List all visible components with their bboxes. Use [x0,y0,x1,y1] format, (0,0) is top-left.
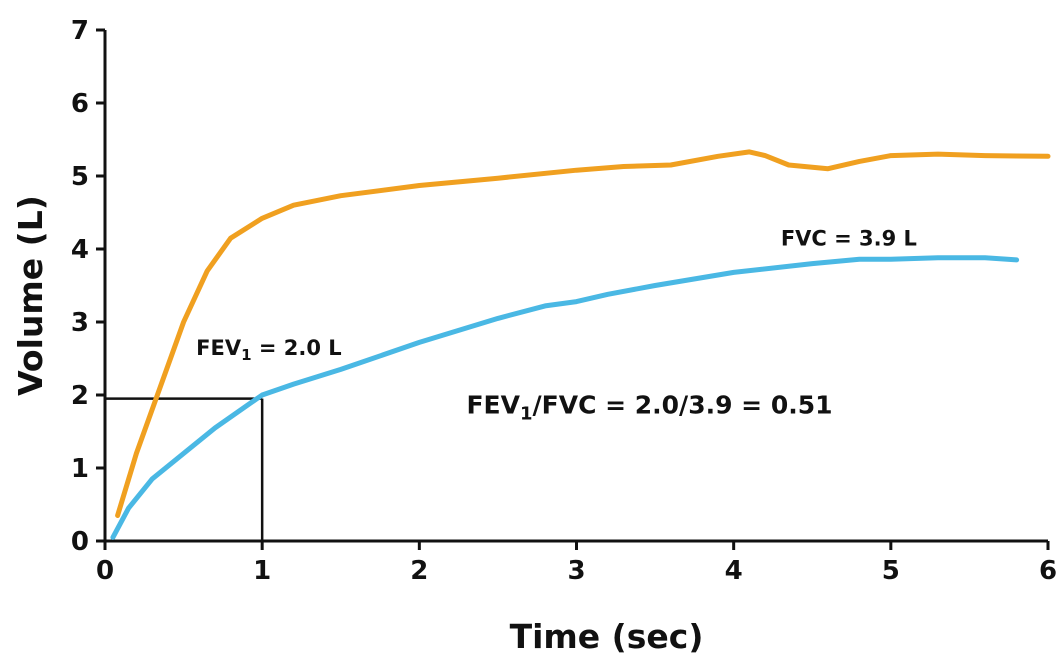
y-tick-label: 5 [71,162,89,192]
series-line-1 [115,149,1051,518]
y-tick-label: 1 [71,454,89,484]
x-tick-label: 4 [725,556,743,586]
annotations: FEV1 = 2.0 L FVC = 3.9 L FEV1/FVC = 2.0/3.… [196,226,917,424]
annotation-fvc: FVC = 3.9 L [781,226,917,250]
x-tick-label: 3 [567,556,585,586]
x-tick-label: 2 [410,556,428,586]
y-tick-label: 2 [71,381,89,411]
series-group [110,149,1051,540]
y-tick-label: 7 [71,16,89,46]
y-tick-label: 6 [71,89,89,119]
y-tick-label: 4 [71,235,89,265]
y-tick-label: 3 [71,308,89,338]
x-tick-label: 6 [1039,556,1057,586]
x-tick-label: 1 [253,556,271,586]
annotation-ratio: FEV1/FVC = 2.0/3.9 = 0.51 [466,390,832,424]
annotation-fev1: FEV1 = 2.0 L [196,336,342,364]
guide-lines [105,397,264,541]
x-tick-label: 5 [882,556,900,586]
x-axis-title: Time (sec) [510,617,704,656]
y-tick-label: 0 [71,527,89,557]
x-tick-label: 0 [96,556,114,586]
series-line-2 [110,255,1020,540]
y-axis-title: Volume (L) [11,195,50,396]
